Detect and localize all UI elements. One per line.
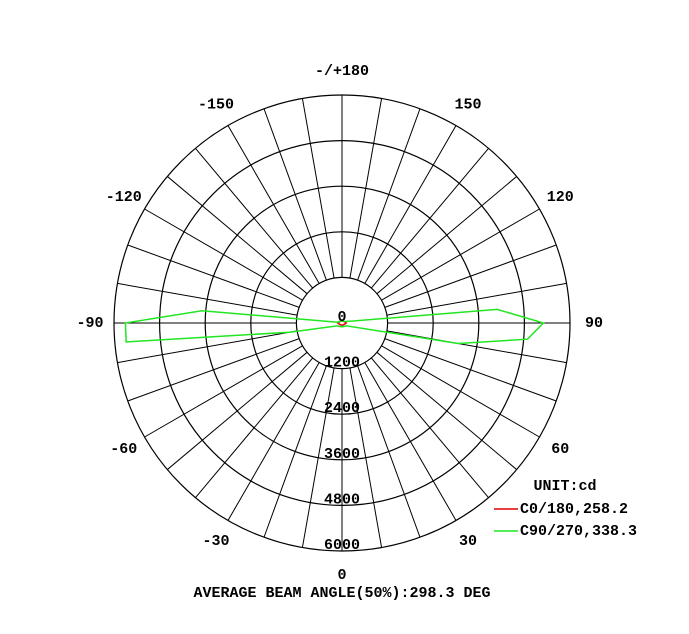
legend-label: C0/180,258.2 xyxy=(520,501,628,518)
spoke xyxy=(195,357,314,498)
spoke xyxy=(144,208,303,301)
angle-tick-label: -90 xyxy=(76,315,103,332)
spoke xyxy=(370,357,489,498)
spoke xyxy=(370,148,489,289)
spoke xyxy=(227,362,320,521)
r-tick-label: 0 xyxy=(337,309,346,326)
series-line xyxy=(124,308,545,345)
r-tick-label: 2400 xyxy=(324,400,360,417)
angle-tick-label: 90 xyxy=(585,315,603,332)
spoke xyxy=(349,98,383,279)
spoke xyxy=(357,108,421,281)
spoke xyxy=(127,338,300,402)
spoke xyxy=(349,367,383,548)
spoke xyxy=(227,125,320,284)
angle-tick-label: 60 xyxy=(551,441,569,458)
spoke xyxy=(381,345,540,438)
angle-tick-label: -120 xyxy=(106,189,142,206)
spoke xyxy=(263,365,327,538)
footer: AVERAGE BEAM ANGLE(50%):298.3 DEG xyxy=(193,585,490,602)
spoke xyxy=(364,125,457,284)
angle-tick-label: 120 xyxy=(547,189,574,206)
spoke xyxy=(376,176,517,295)
r-tick-label: 4800 xyxy=(324,491,360,508)
spoke xyxy=(386,330,567,364)
angle-tick-label: 0 xyxy=(337,567,346,584)
spoke xyxy=(381,208,540,301)
spoke xyxy=(384,244,557,308)
spoke xyxy=(117,282,298,316)
legend-label: C90/270,338.3 xyxy=(520,523,637,540)
angle-tick-label: -30 xyxy=(202,533,229,550)
angle-tick-label: 150 xyxy=(454,97,481,114)
spoke xyxy=(263,108,327,281)
spoke xyxy=(117,330,298,364)
angle-tick-label: -150 xyxy=(198,97,234,114)
spoke xyxy=(301,98,335,279)
spoke xyxy=(386,282,567,316)
r-tick-label: 6000 xyxy=(324,537,360,554)
spoke xyxy=(301,367,335,548)
spoke xyxy=(376,351,517,470)
angle-tick-label: -60 xyxy=(110,441,137,458)
spoke xyxy=(357,365,421,538)
spoke xyxy=(364,362,457,521)
spoke xyxy=(384,338,557,402)
angle-tick-label: 30 xyxy=(459,533,477,550)
spoke xyxy=(195,148,314,289)
r-tick-label: 3600 xyxy=(324,446,360,463)
unit-label: UNIT:cd xyxy=(533,478,596,495)
r-tick-label: 1200 xyxy=(324,355,360,372)
spoke xyxy=(167,176,308,295)
spoke xyxy=(144,345,303,438)
spoke xyxy=(167,351,308,470)
spoke xyxy=(127,244,300,308)
angle-tick-label: -/+180 xyxy=(315,63,369,80)
